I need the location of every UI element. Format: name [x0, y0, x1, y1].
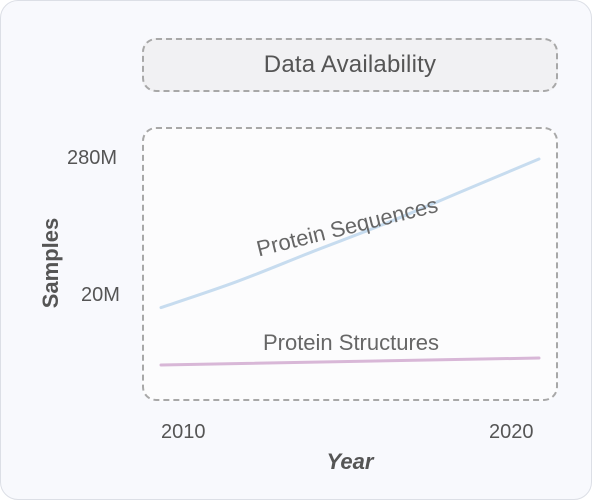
series-line-protein-structures	[159, 356, 541, 367]
x-tick-label-2010: 2010	[161, 421, 206, 443]
y-tick-label-280m: 280M	[67, 147, 118, 169]
y-tick-label-20m: 20M	[81, 284, 120, 306]
plot-area	[142, 127, 558, 401]
x-axis-label: Year	[326, 449, 374, 474]
chart-title: Data Availability	[142, 38, 558, 92]
series-label-protein-structures: Protein Structures	[263, 330, 439, 355]
x-tick-label-2020: 2020	[489, 421, 534, 443]
series-line-protein-sequences	[159, 157, 541, 310]
series-label-protein-sequences: Protein Sequences	[254, 192, 440, 261]
